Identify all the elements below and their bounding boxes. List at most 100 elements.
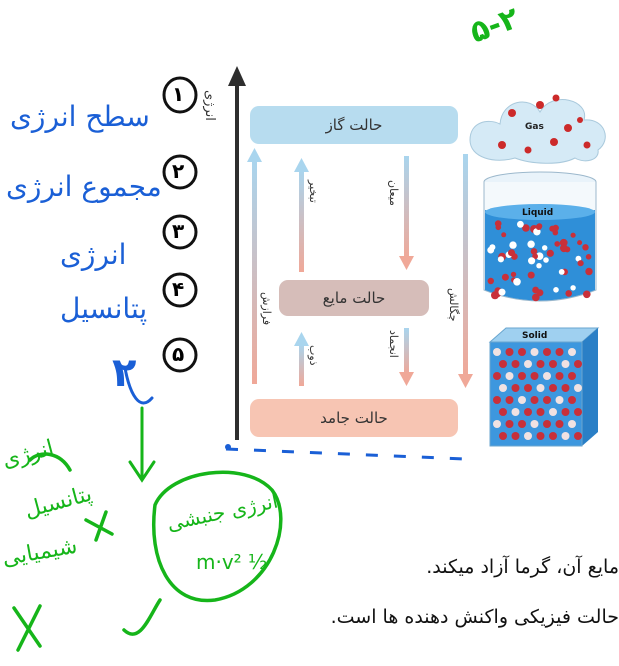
circled-number-5: ۵ [172, 342, 185, 366]
solid-molecule [543, 420, 551, 428]
liquid-molecule [522, 224, 530, 232]
liquid-molecule [530, 248, 538, 255]
liquid-molecule [487, 246, 495, 254]
solid-molecule [493, 396, 501, 404]
freezing-arrow [404, 328, 409, 374]
liquid-molecule [570, 285, 576, 291]
solid-molecule [549, 432, 557, 440]
solid-molecule [574, 360, 582, 368]
solid-molecule [555, 396, 564, 404]
solid-molecule [518, 420, 526, 428]
note-potential-word: پتانسیل [60, 292, 148, 325]
solid-molecule [518, 396, 526, 404]
liquid-molecule [528, 257, 536, 265]
solid-molecule [549, 384, 557, 392]
liquid-molecule [570, 232, 576, 238]
gas-picture [469, 94, 606, 164]
solid-molecule [511, 384, 520, 392]
liquid-molecule [536, 263, 542, 269]
liquid-molecule [559, 238, 568, 247]
green-arrow [128, 406, 156, 483]
liquid-molecule [585, 253, 592, 260]
liquid-molecule [543, 257, 549, 263]
solid-molecule [574, 408, 582, 416]
solid-molecule [493, 372, 501, 380]
solid-molecule [530, 348, 539, 356]
note-total-energy: مجموع انرژی [6, 170, 162, 203]
liquid-molecule [509, 241, 517, 249]
liquid-molecule [577, 240, 583, 246]
green-ink [12, 452, 283, 652]
liquid-molecule [554, 241, 560, 247]
solid-molecule [511, 360, 520, 368]
note-kinetic-formula: ½ m·v² [196, 550, 268, 574]
evaporation-label: تبخیر [307, 180, 320, 203]
solid-molecule [524, 360, 532, 368]
solid-molecule [536, 432, 545, 440]
liquid-molecule [565, 290, 572, 297]
solid-molecule [524, 432, 532, 440]
solid-molecule [549, 360, 557, 368]
freezing-label: انجماد [387, 330, 400, 358]
solid-molecule [561, 408, 570, 416]
liquid-molecule [532, 293, 540, 302]
solid-molecule [555, 420, 564, 428]
solid-molecule [518, 372, 526, 380]
liquid-molecule [535, 224, 542, 230]
solid-molecule [561, 384, 570, 392]
baseline-dot [225, 444, 231, 450]
solid-molecule [568, 348, 576, 356]
paragraph-line-2: حالت فیزیکی واکنش دهنده ها است. [330, 606, 619, 628]
melting-arrow [299, 344, 304, 386]
solid-molecule [505, 372, 514, 380]
deposition-arrow [463, 154, 468, 376]
liquid-molecule [558, 269, 565, 275]
liquid-molecule [542, 245, 548, 251]
solid-molecule [543, 372, 551, 380]
solid-molecule [499, 360, 507, 368]
solid-molecule [568, 372, 576, 380]
evaporation-arrow [299, 170, 304, 272]
liquid-molecule [510, 271, 517, 278]
deposition-label: چگالش [447, 288, 460, 322]
solid-molecule [499, 408, 507, 416]
liquid-molecule [535, 252, 544, 260]
solid-molecule [530, 372, 539, 380]
liquid-molecule [495, 224, 502, 231]
baseline-dashes [225, 447, 467, 461]
liquid-molecule [513, 278, 521, 286]
liquid-molecule [501, 273, 509, 281]
liquid-molecule [549, 225, 556, 232]
blue-ink [123, 366, 154, 405]
solid-molecule [536, 384, 545, 392]
solid-molecule [574, 384, 582, 392]
liquid-molecule [585, 267, 593, 276]
liquid-molecule [575, 255, 582, 262]
solid-molecule [555, 348, 564, 356]
note-blue-number: ۲ [112, 350, 137, 396]
solid-molecule [568, 420, 576, 428]
liquid-molecule [546, 249, 554, 257]
liquid-molecule [527, 271, 535, 279]
gas-state-box: حالت گاز [250, 106, 458, 144]
solid-molecule [568, 396, 576, 404]
gas-state-label: حالت گاز [325, 116, 383, 134]
liquid-molecule [532, 253, 538, 260]
liquid-molecule [577, 260, 584, 267]
liquid-molecule [498, 288, 506, 296]
solid-molecule [493, 420, 501, 428]
solid-picture [488, 327, 600, 447]
liquid-molecule [497, 256, 504, 263]
solid-molecule [505, 396, 514, 404]
liquid-state-box: حالت مایع [279, 280, 429, 316]
solid-molecule [511, 432, 520, 440]
gas-picture-label: Gas [525, 122, 544, 132]
liquid-picture [483, 171, 597, 302]
circled-numbers [162, 76, 198, 373]
solid-molecule [524, 384, 532, 392]
paragraph-line-1: مایع آن، گرما آزاد میکند. [426, 556, 619, 578]
solid-molecule [543, 396, 551, 404]
solid-picture-label: Solid [522, 331, 548, 341]
condensation-label: میعان [387, 180, 400, 206]
solid-molecule [536, 408, 545, 416]
